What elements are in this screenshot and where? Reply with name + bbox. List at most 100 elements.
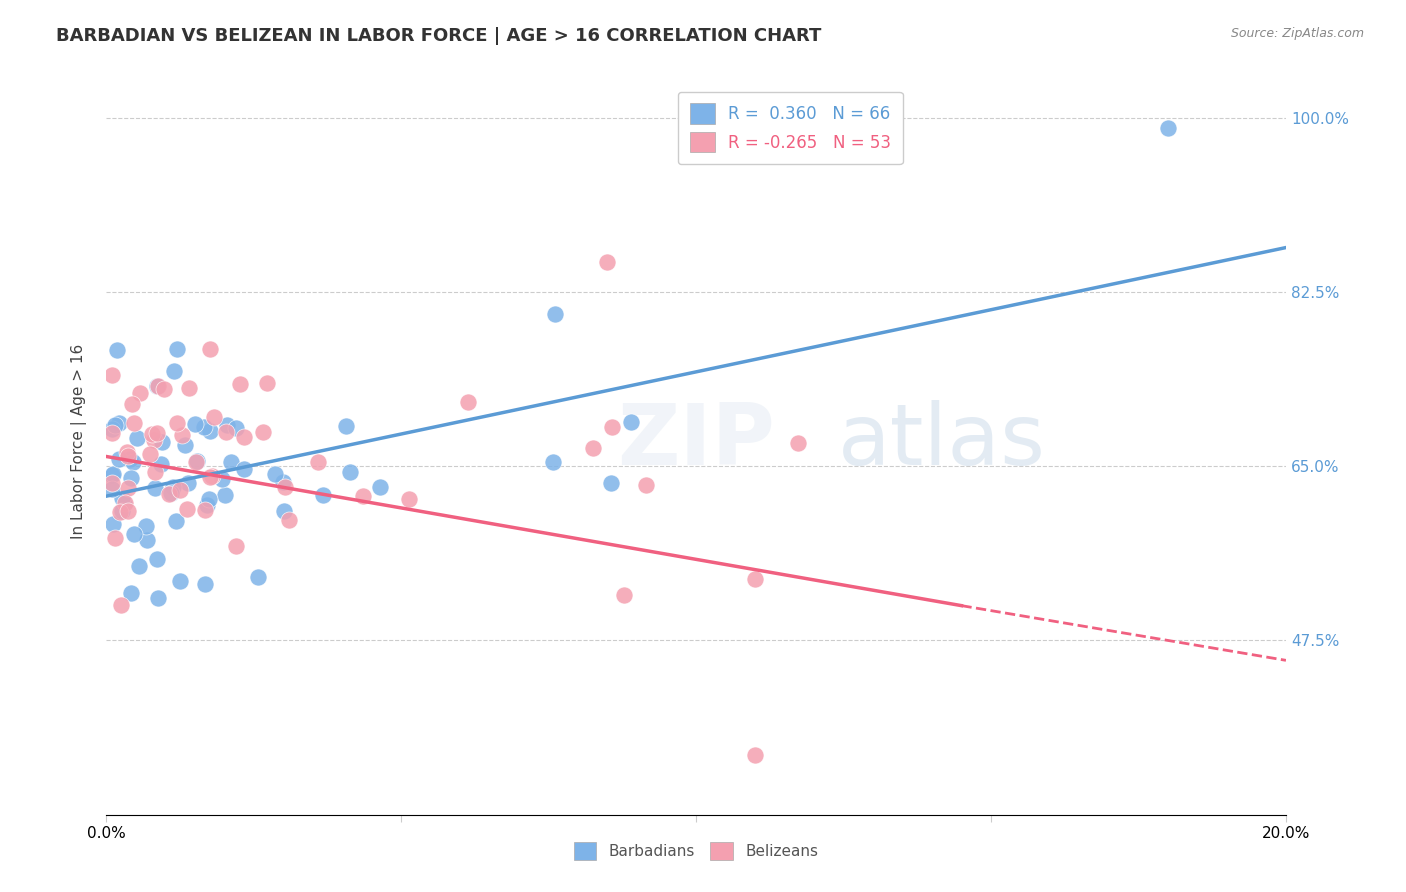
Point (148, 591, 170, 606)
Point (232, 462, 254, 476)
Point (195, 498, 218, 512)
Point (105, 343, 128, 358)
Point (125, 431, 148, 445)
Point (114, 496, 136, 510)
Point (194, 577, 217, 591)
Point (335, 418, 357, 433)
Point (217, 417, 239, 432)
Point (186, 453, 208, 467)
Point (157, 486, 180, 500)
Point (599, 476, 621, 491)
Point (256, 376, 278, 390)
Point (169, 483, 191, 497)
Point (457, 394, 479, 409)
Text: Source: ZipAtlas.com: Source: ZipAtlas.com (1230, 27, 1364, 40)
Point (744, 747, 766, 762)
Point (166, 417, 188, 431)
Text: BARBADIAN VS BELIZEAN IN LABOR FORCE | AGE > 16 CORRELATION CHART: BARBADIAN VS BELIZEAN IN LABOR FORCE | A… (56, 27, 821, 45)
Point (229, 377, 252, 392)
Text: atlas: atlas (838, 400, 1046, 483)
Point (174, 438, 197, 452)
Point (264, 467, 287, 481)
Point (117, 481, 139, 495)
Point (146, 379, 169, 393)
Point (193, 420, 215, 434)
Text: ZIP: ZIP (617, 400, 775, 483)
Point (135, 519, 157, 533)
Point (214, 488, 236, 502)
Point (166, 342, 188, 356)
Point (120, 586, 142, 600)
Point (112, 498, 135, 512)
Point (160, 485, 183, 500)
Point (104, 531, 127, 545)
Point (544, 307, 567, 321)
Point (541, 455, 564, 469)
Point (143, 481, 166, 495)
Point (225, 540, 247, 554)
Point (202, 409, 225, 424)
Point (211, 472, 233, 486)
Point (271, 475, 294, 489)
Point (145, 426, 167, 441)
Point (107, 452, 129, 467)
Point (252, 425, 274, 439)
Point (215, 425, 238, 439)
Point (176, 501, 198, 516)
Point (128, 558, 150, 573)
Point (198, 342, 221, 356)
Point (150, 435, 173, 450)
Point (613, 588, 636, 602)
Point (219, 454, 242, 468)
Point (101, 368, 124, 382)
Point (101, 421, 124, 435)
Point (177, 476, 200, 491)
Point (115, 444, 138, 458)
Point (101, 425, 124, 440)
Point (101, 482, 124, 496)
Point (307, 455, 329, 469)
Point (1157, 121, 1180, 136)
Point (339, 465, 361, 479)
Legend: R =  0.360   N = 66, R = -0.265   N = 53: R = 0.360 N = 66, R = -0.265 N = 53 (678, 92, 903, 164)
Point (163, 364, 186, 378)
Point (110, 599, 132, 613)
Point (117, 449, 139, 463)
Point (184, 417, 207, 431)
Point (108, 505, 131, 519)
Point (165, 514, 187, 528)
Point (744, 572, 766, 586)
Point (398, 492, 420, 507)
Point (352, 489, 374, 503)
Point (101, 467, 124, 481)
Point (146, 552, 169, 566)
Point (200, 424, 222, 438)
Point (247, 570, 270, 584)
Point (136, 533, 159, 547)
Point (150, 457, 173, 471)
Point (370, 480, 392, 494)
Point (184, 455, 207, 469)
Point (101, 476, 124, 491)
Point (120, 470, 142, 484)
Point (108, 417, 131, 431)
Point (169, 574, 191, 588)
Point (111, 504, 134, 518)
Point (162, 480, 184, 494)
Point (117, 503, 139, 517)
Point (122, 416, 145, 430)
Point (200, 469, 222, 483)
Point (146, 379, 169, 393)
Point (170, 427, 193, 442)
Point (620, 416, 643, 430)
Point (634, 477, 657, 491)
Point (225, 421, 247, 435)
Y-axis label: In Labor Force | Age > 16: In Labor Force | Age > 16 (72, 344, 87, 539)
Point (596, 255, 619, 269)
Point (128, 385, 150, 400)
Point (121, 397, 143, 411)
Point (139, 447, 162, 461)
Point (101, 516, 124, 531)
Point (179, 381, 201, 395)
Point (110, 491, 132, 505)
